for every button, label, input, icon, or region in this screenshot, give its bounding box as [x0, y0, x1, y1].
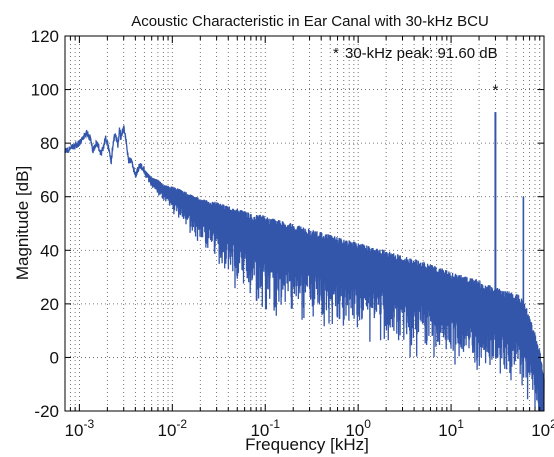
- tick-marks: [64, 35, 545, 412]
- series-line: [64, 124, 545, 412]
- y-tick-label: -20: [34, 402, 59, 421]
- y-tick-label: 120: [31, 27, 59, 46]
- peak-annotation-marker: *: [333, 45, 339, 62]
- plot-frame: [64, 35, 545, 412]
- y-tick-label: 80: [40, 134, 59, 153]
- x-tick-label: 10-2: [158, 417, 188, 440]
- x-tick-label: 10-1: [250, 417, 280, 440]
- chart-title: Acoustic Characteristic in Ear Canal wit…: [131, 13, 489, 30]
- y-tick-label: 40: [40, 241, 59, 260]
- y-tick-label: 20: [40, 295, 59, 314]
- y-tick-labels: -20 0 20 40 60 80 100 120: [31, 27, 59, 421]
- peak-annotation-text: 30-kHz peak: 91.60 dB: [345, 45, 498, 62]
- grid-lines: [64, 36, 545, 411]
- annotation-layer: 30-kHz peak: 91.60 dB * *: [333, 45, 498, 99]
- series-layer: [64, 112, 545, 412]
- x-tick-labels: 10-3 10-2 10-1 100 101 102: [65, 417, 554, 440]
- y-axis-title: Magnitude [dB]: [13, 166, 32, 280]
- x-tick-label: 101: [438, 417, 464, 440]
- x-tick-label: 100: [345, 417, 371, 440]
- y-tick-label: 0: [50, 348, 59, 367]
- x-tick-label: 102: [531, 417, 554, 440]
- y-tick-label: 100: [31, 81, 59, 100]
- x-axis-title: Frequency [kHz]: [245, 435, 369, 454]
- x-tick-label: 10-3: [65, 417, 95, 440]
- peak-marker: *: [492, 82, 498, 99]
- y-tick-label: 60: [40, 188, 59, 207]
